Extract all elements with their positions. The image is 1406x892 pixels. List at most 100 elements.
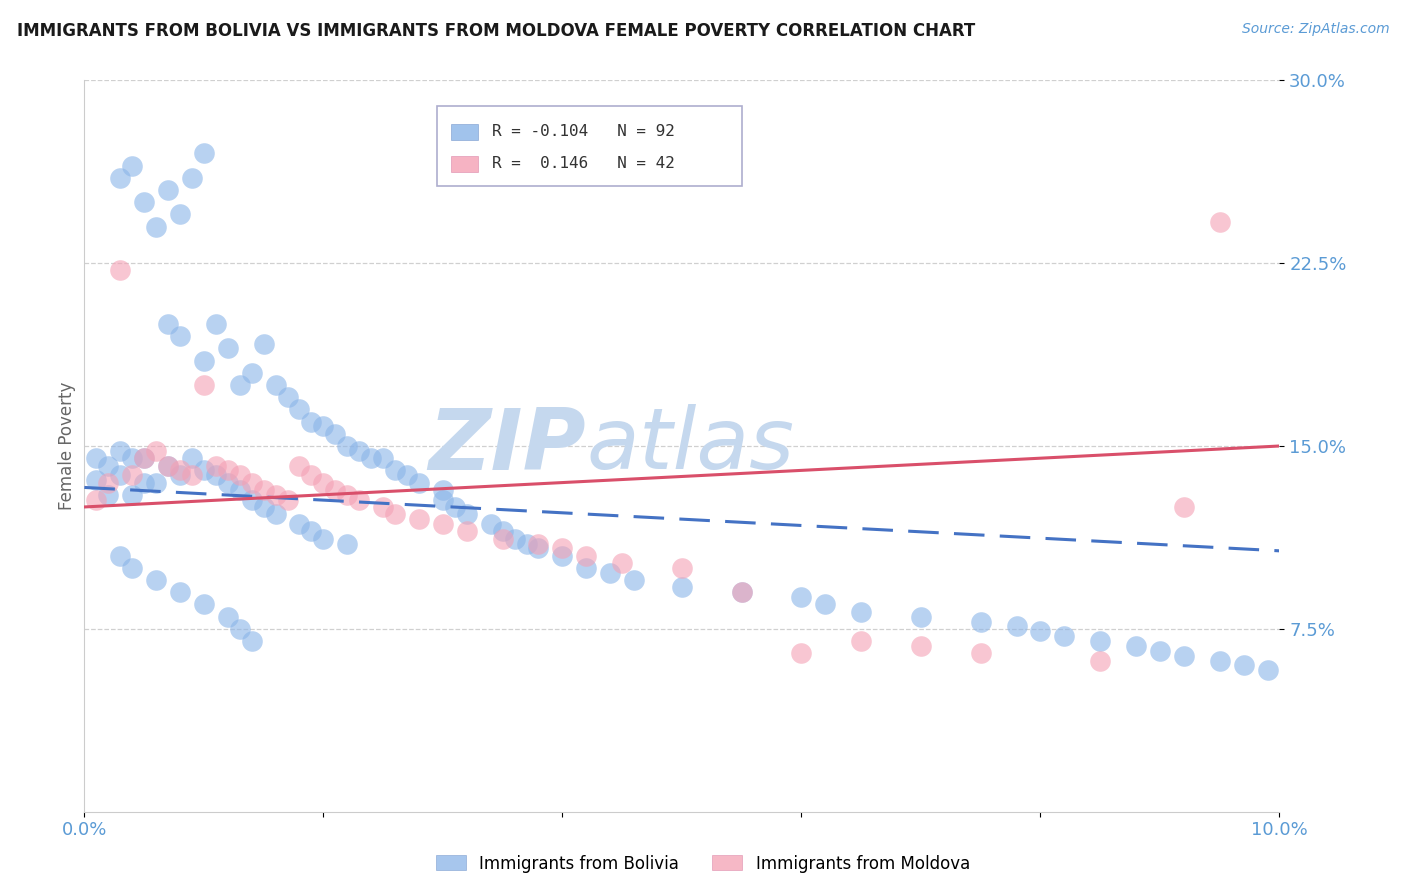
Y-axis label: Female Poverty: Female Poverty [58,382,76,510]
Point [1125,639,1147,653]
Point [157,458,180,473]
Point [1149,644,1171,658]
Point [432,483,454,497]
Point [1029,624,1052,639]
Point [503,532,526,546]
Point [169,207,191,221]
Point [157,183,180,197]
Point [169,329,191,343]
Point [288,516,311,531]
Point [145,475,167,490]
Point [193,146,215,161]
Point [240,634,263,648]
FancyBboxPatch shape [451,124,478,140]
Point [121,488,143,502]
Point [240,366,263,380]
Point [1233,658,1256,673]
Point [623,573,645,587]
Point [492,532,515,546]
Point [228,622,252,636]
Point [121,159,143,173]
Point [790,590,813,604]
Point [97,475,120,490]
Point [325,426,347,441]
Point [349,492,371,507]
Point [336,488,359,502]
Point [193,353,215,368]
Point [671,561,693,575]
Text: atlas: atlas [586,404,794,488]
Point [217,342,239,356]
Point [217,609,239,624]
Point [157,458,180,473]
Point [121,561,143,575]
Point [181,468,204,483]
Point [349,443,371,458]
Point [145,573,167,587]
Point [1090,654,1112,668]
Point [384,463,406,477]
Point [181,170,204,185]
Point [1173,500,1195,514]
Point [145,443,167,458]
Point [228,378,252,392]
Point [264,378,287,392]
Point [169,463,191,477]
Point [132,451,156,466]
Point [240,475,263,490]
Point [731,585,754,599]
Point [575,549,598,563]
Point [432,516,454,531]
Point [1257,663,1279,677]
Point [132,475,156,490]
Point [169,585,191,599]
Point [240,492,263,507]
Point [910,609,932,624]
Point [325,483,347,497]
Point [301,468,323,483]
Point [110,443,132,458]
Point [301,524,323,539]
Point [408,512,430,526]
Point [527,541,550,556]
Point [145,219,167,234]
Point [110,468,132,483]
Point [970,615,993,629]
Point [157,317,180,331]
Point [551,549,574,563]
Point [288,458,311,473]
Point [479,516,502,531]
Point [86,473,108,487]
Point [277,492,299,507]
Point [492,524,515,539]
Point [193,598,215,612]
Point [277,390,299,404]
Point [516,536,538,550]
Point [169,468,191,483]
Point [373,451,395,466]
Point [373,500,395,514]
Point [253,483,276,497]
Point [527,536,550,550]
Point [264,488,287,502]
Point [97,488,120,502]
Point [910,639,932,653]
Point [396,468,419,483]
Point [575,561,598,575]
Point [132,451,156,466]
Point [110,263,132,277]
FancyBboxPatch shape [437,106,742,186]
Point [1090,634,1112,648]
Point [671,581,693,595]
Text: Source: ZipAtlas.com: Source: ZipAtlas.com [1241,22,1389,37]
Point [456,524,478,539]
Point [1053,629,1076,643]
Point [205,458,228,473]
Point [86,492,108,507]
Point [253,500,276,514]
Point [1209,215,1232,229]
Point [217,475,239,490]
Point [86,451,108,466]
Point [121,468,143,483]
Point [193,378,215,392]
